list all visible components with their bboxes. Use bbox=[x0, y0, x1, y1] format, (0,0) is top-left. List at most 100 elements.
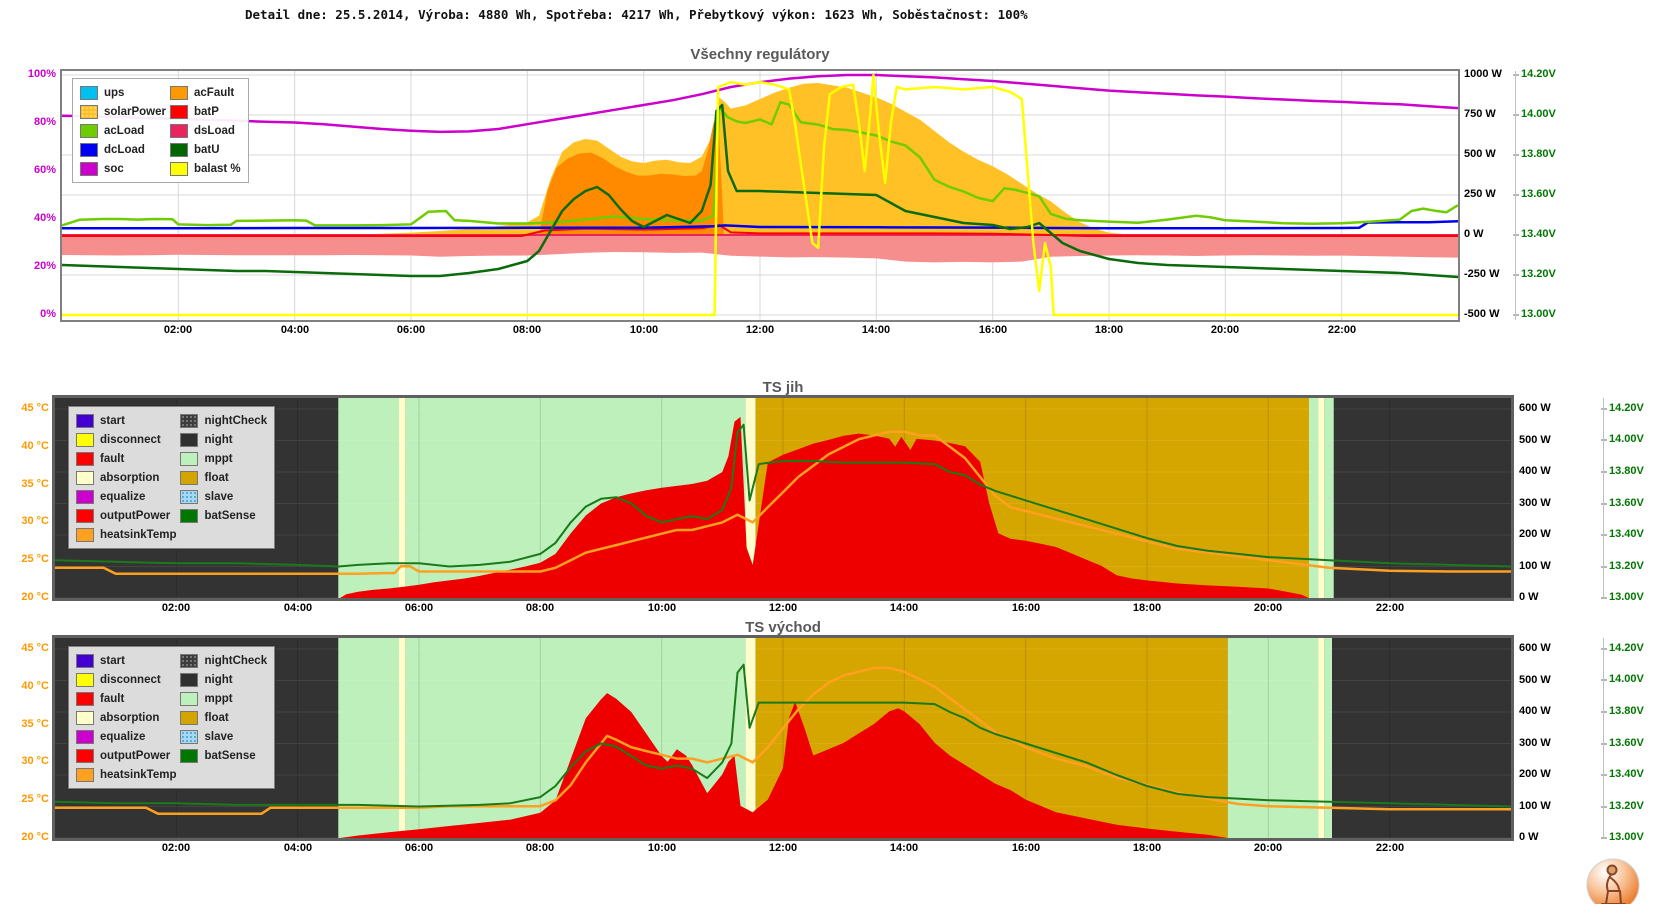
legend-swatch-heatsinkTemp bbox=[76, 767, 94, 782]
state-band-absorption bbox=[399, 398, 406, 598]
legend-item: dsLoad bbox=[170, 121, 241, 140]
legend-item: night bbox=[180, 430, 267, 449]
y-tick-label-celsius: 25 °C bbox=[21, 553, 49, 565]
legend-swatch-batP bbox=[170, 104, 188, 119]
y-tick-label-watts: 200 W bbox=[1519, 528, 1551, 540]
y-tick-label-celsius: 40 °C bbox=[21, 680, 49, 692]
legend-label: solarPower bbox=[104, 105, 166, 118]
legend-column: start disconnect fault absorption equalize ou… bbox=[76, 411, 176, 544]
y-tick-label-watts: -250 W bbox=[1464, 268, 1500, 280]
x-tick-label: 18:00 bbox=[1132, 602, 1162, 614]
y-tick-label-celsius: 40 °C bbox=[21, 440, 49, 452]
legend-label: mppt bbox=[204, 692, 233, 705]
y-tick-label-watts: 0 W bbox=[1464, 228, 1484, 240]
y-tick-label-volts: 13.20V bbox=[1513, 268, 1573, 281]
state-band-mppt bbox=[1324, 638, 1332, 838]
legend-swatch-float bbox=[180, 470, 199, 485]
legend-swatch-batU bbox=[170, 142, 188, 157]
legend-label: dcLoad bbox=[104, 143, 145, 156]
legend-item: fault bbox=[76, 689, 176, 708]
y-tick-label-watts: 300 W bbox=[1519, 497, 1551, 509]
y-tick-label-volts: 13.40V bbox=[1513, 228, 1573, 241]
y-tick-label-celsius: 45 °C bbox=[21, 642, 49, 654]
x-tick-label: 02:00 bbox=[163, 324, 193, 336]
legend-label: absorption bbox=[100, 711, 160, 724]
legend-label: heatsinkTemp bbox=[100, 528, 177, 541]
chart-3-legend: start disconnect fault absorption equalize ou… bbox=[68, 646, 276, 789]
state-band-absorption bbox=[399, 638, 406, 838]
legend-label: float bbox=[204, 471, 229, 484]
legend-item: fault bbox=[76, 449, 176, 468]
y-tick-label-volts: 13.60V bbox=[1601, 737, 1661, 750]
legend-swatch-night bbox=[180, 432, 199, 447]
y-tick-label-watts: 1000 W bbox=[1464, 68, 1502, 80]
legend-item: batSense bbox=[180, 746, 267, 765]
legend-column: start disconnect fault absorption equalize ou… bbox=[76, 651, 176, 784]
legend-item: nightCheck bbox=[180, 651, 267, 670]
x-tick-label: 20:00 bbox=[1253, 842, 1283, 854]
y-tick-label-volts: 13.80V bbox=[1601, 705, 1661, 718]
y-tick-label-volts: 14.00V bbox=[1513, 108, 1573, 121]
legend-swatch-slave bbox=[180, 489, 199, 504]
y-tick-label-watts: 600 W bbox=[1519, 642, 1551, 654]
y-tick-label-volts: 13.00V bbox=[1601, 591, 1661, 604]
legend-label: fault bbox=[100, 692, 125, 705]
x-tick-label: 04:00 bbox=[283, 842, 313, 854]
x-tick-label: 16:00 bbox=[978, 324, 1008, 336]
legend-swatch-outputPower bbox=[76, 508, 94, 523]
legend-label: acFault bbox=[194, 86, 235, 99]
series-line-balast % bbox=[62, 73, 1458, 317]
y-tick-label-watts: 500 W bbox=[1519, 434, 1551, 446]
y-tick-label-watts: 100 W bbox=[1519, 800, 1551, 812]
state-band-mppt bbox=[338, 398, 399, 598]
volts-axis-spine bbox=[1603, 638, 1604, 838]
legend-swatch-fault bbox=[76, 451, 94, 466]
legend-item: acLoad bbox=[80, 121, 166, 140]
chart3-title: TS východ bbox=[745, 619, 821, 636]
legend-swatch-ups bbox=[80, 85, 98, 100]
state-band-absorption bbox=[745, 638, 756, 838]
legend-item: float bbox=[180, 468, 267, 487]
y-tick-label-watts: 250 W bbox=[1464, 188, 1496, 200]
legend-column: nightCheck night mppt float slave batSense bbox=[180, 411, 267, 544]
y-tick-label-celsius: 25 °C bbox=[21, 793, 49, 805]
y-tick-label-celsius: 20 °C bbox=[21, 831, 49, 843]
x-tick-label: 02:00 bbox=[161, 842, 191, 854]
legend-item: soc bbox=[80, 159, 166, 178]
y-tick-label-percent: 100% bbox=[27, 68, 56, 80]
legend-item: nightCheck bbox=[180, 411, 267, 430]
legend-swatch-dcLoad bbox=[80, 142, 98, 157]
site-logo[interactable] bbox=[1586, 858, 1642, 904]
x-tick-label: 08:00 bbox=[525, 842, 555, 854]
y-tick-label-celsius: 35 °C bbox=[21, 478, 49, 490]
chart-2-legend: start disconnect fault absorption equalize ou… bbox=[68, 406, 276, 549]
legend-item: mppt bbox=[180, 449, 267, 468]
x-tick-label: 14:00 bbox=[889, 842, 919, 854]
y-tick-label-volts: 13.00V bbox=[1513, 308, 1573, 321]
sitting-person-logo-icon bbox=[1586, 858, 1640, 904]
state-band-night bbox=[1333, 398, 1511, 598]
x-tick-label: 10:00 bbox=[647, 602, 677, 614]
legend-item: start bbox=[76, 651, 176, 670]
legend-item: heatsinkTemp bbox=[76, 525, 176, 544]
legend-label: batSense bbox=[204, 509, 256, 522]
legend-label: batSense bbox=[204, 749, 256, 762]
legend-label: night bbox=[204, 673, 233, 686]
y-tick-label-celsius: 20 °C bbox=[21, 591, 49, 603]
legend-label: start bbox=[100, 654, 125, 667]
x-tick-label: 02:00 bbox=[161, 602, 191, 614]
day-summary-line: Detail dne: 25.5.2014, Výroba: 4880 Wh, … bbox=[245, 7, 1028, 22]
y-tick-label-volts: 13.80V bbox=[1601, 465, 1661, 478]
legend-swatch-slave bbox=[180, 729, 199, 744]
x-tick-label: 06:00 bbox=[396, 324, 426, 336]
y-tick-label-volts: 13.20V bbox=[1601, 800, 1661, 813]
series-line-acLoad bbox=[61, 100, 1459, 227]
legend-label: float bbox=[204, 711, 229, 724]
legend-label: equalize bbox=[100, 730, 146, 743]
y-tick-label-percent: 0% bbox=[40, 308, 56, 320]
state-band-mppt bbox=[1324, 398, 1334, 598]
x-tick-label: 20:00 bbox=[1253, 602, 1283, 614]
legend-item: dcLoad bbox=[80, 140, 166, 159]
legend-item: acFault bbox=[170, 83, 241, 102]
y-tick-label-watts: 500 W bbox=[1464, 148, 1496, 160]
